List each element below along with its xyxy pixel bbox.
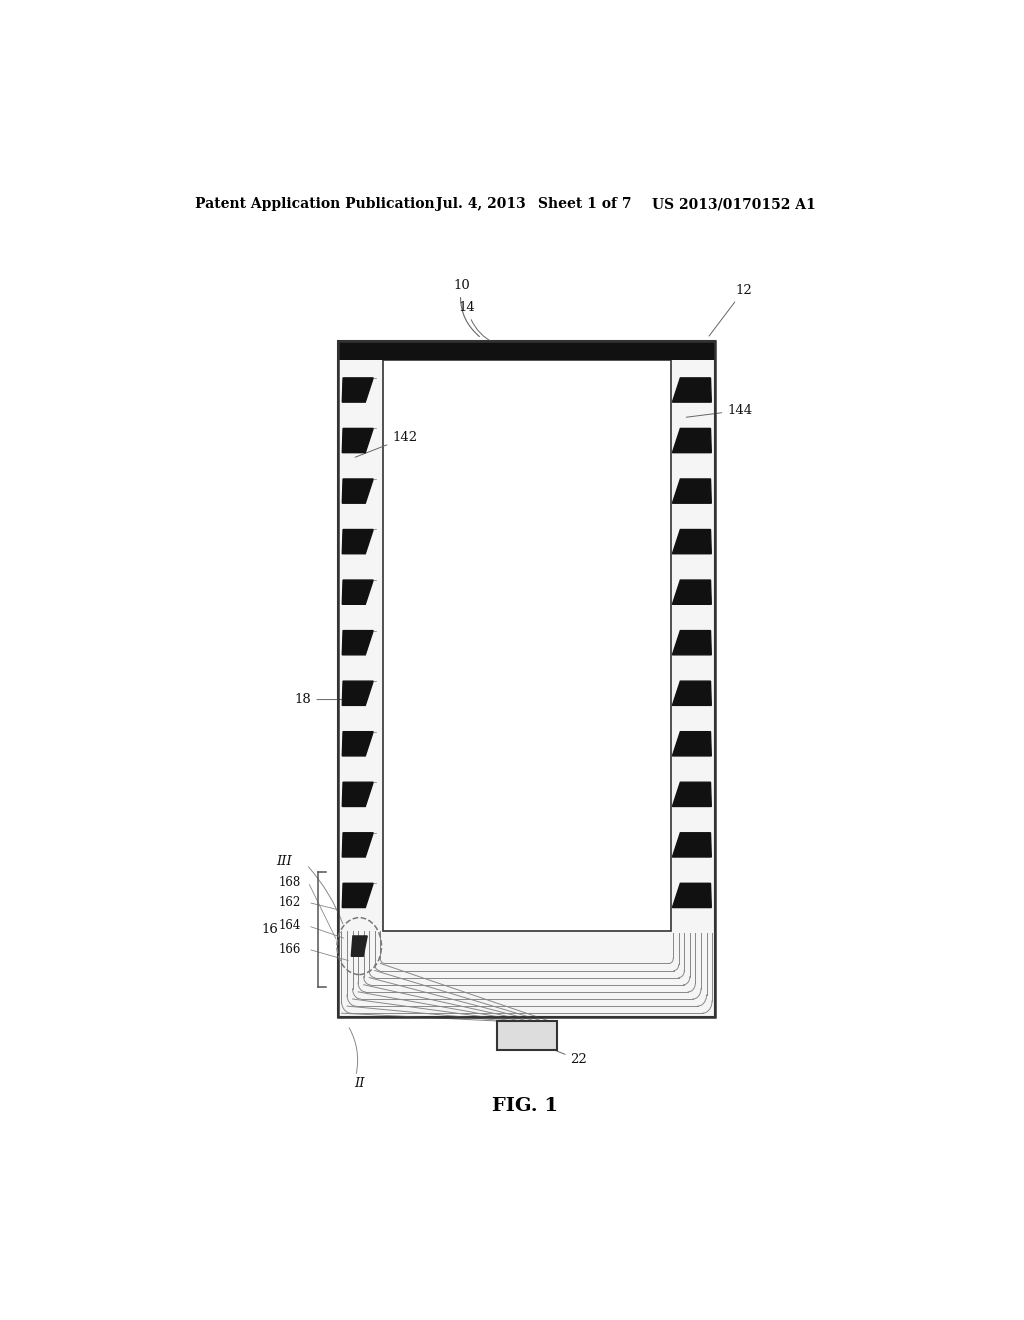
Polygon shape (673, 833, 712, 857)
Text: Sheet 1 of 7: Sheet 1 of 7 (539, 197, 632, 211)
Bar (338, 342, 715, 359)
Polygon shape (673, 378, 712, 403)
Text: 144: 144 (686, 404, 753, 417)
Polygon shape (342, 883, 373, 908)
Text: US 2013/0170152 A1: US 2013/0170152 A1 (652, 197, 815, 211)
Polygon shape (673, 883, 712, 908)
Text: 168: 168 (279, 875, 301, 888)
Polygon shape (342, 479, 373, 503)
Bar (383, 359, 671, 931)
Text: Jul. 4, 2013: Jul. 4, 2013 (436, 197, 525, 211)
Text: II: II (354, 1077, 365, 1090)
Bar (497, 1022, 557, 1049)
Polygon shape (342, 833, 373, 857)
Bar (338, 342, 715, 1018)
Polygon shape (351, 936, 368, 956)
Text: 166: 166 (279, 942, 301, 956)
Polygon shape (673, 631, 712, 655)
Polygon shape (673, 529, 712, 554)
Polygon shape (342, 631, 373, 655)
Polygon shape (673, 783, 712, 807)
Text: 22: 22 (521, 1036, 587, 1067)
Polygon shape (673, 579, 712, 605)
Polygon shape (342, 681, 373, 705)
Text: Patent Application Publication: Patent Application Publication (196, 197, 435, 211)
Text: 142: 142 (355, 432, 418, 457)
Text: 10: 10 (454, 279, 479, 337)
Text: 162: 162 (279, 896, 301, 909)
Text: III: III (276, 855, 292, 869)
Text: 18: 18 (295, 693, 343, 706)
Polygon shape (342, 731, 373, 756)
Polygon shape (342, 529, 373, 554)
Text: 16: 16 (262, 923, 279, 936)
Polygon shape (342, 783, 373, 807)
Polygon shape (342, 429, 373, 453)
Text: 164: 164 (279, 919, 301, 932)
Text: 12: 12 (709, 284, 752, 337)
Polygon shape (673, 731, 712, 756)
Text: 14: 14 (459, 301, 495, 343)
Polygon shape (673, 681, 712, 705)
Polygon shape (673, 479, 712, 503)
Polygon shape (673, 429, 712, 453)
Polygon shape (342, 378, 373, 403)
Text: FIG. 1: FIG. 1 (492, 1097, 558, 1114)
Polygon shape (342, 579, 373, 605)
Bar (338, 342, 715, 1018)
